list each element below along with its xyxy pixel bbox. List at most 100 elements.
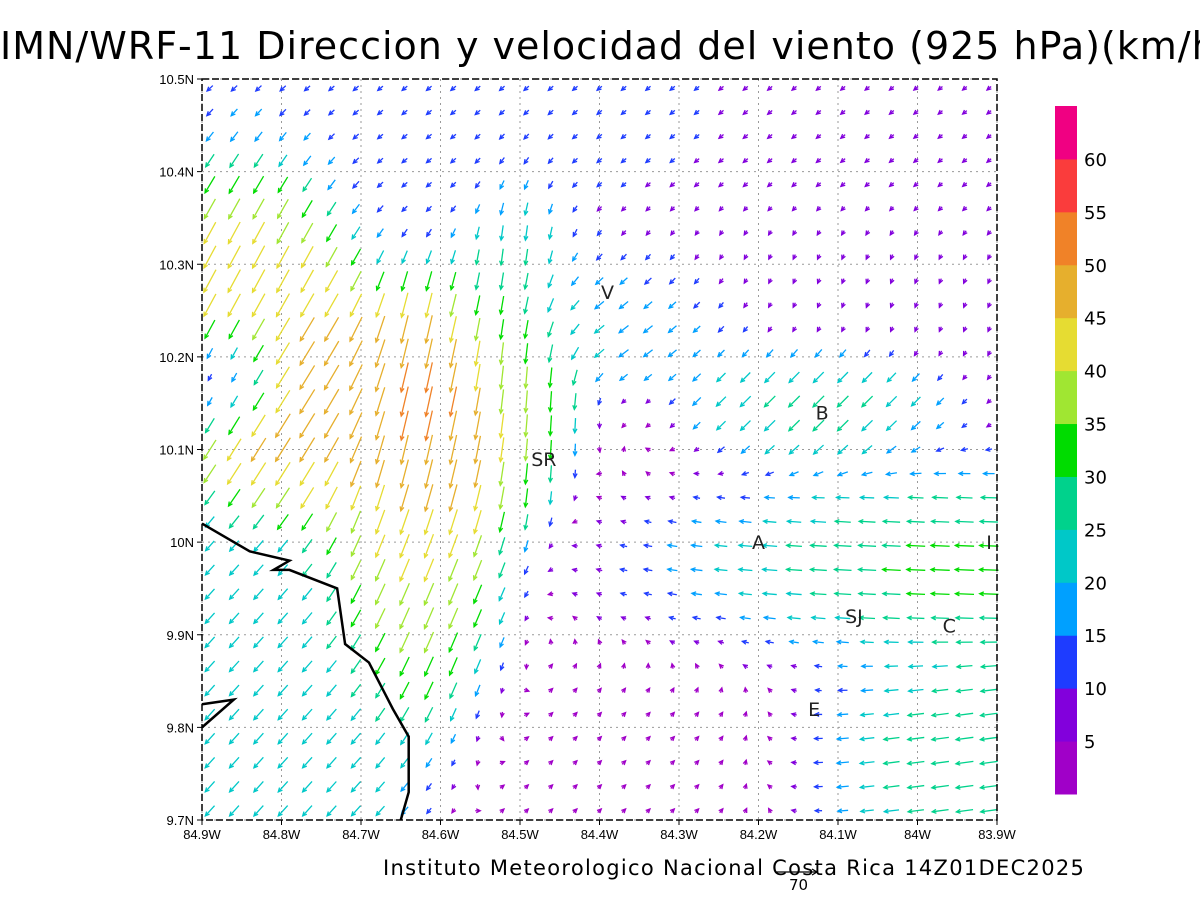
wind-vector [864, 157, 870, 164]
vector-shaft [400, 484, 410, 511]
vector-shaft [886, 420, 898, 431]
vector-head [619, 519, 626, 525]
wind-vector [475, 204, 481, 215]
wind-vector [737, 567, 753, 573]
wind-vector [596, 735, 603, 742]
vector-head [836, 711, 843, 718]
vector-shaft [886, 472, 898, 476]
vector-head [252, 618, 259, 625]
wind-vector [473, 609, 483, 629]
vector-head [547, 331, 552, 338]
wind-vector [351, 203, 360, 215]
wind-vector [572, 638, 578, 645]
vector-head [230, 354, 236, 361]
vector-shaft [230, 131, 239, 142]
wind-vector [858, 784, 875, 790]
vector-head [692, 424, 698, 430]
vector-head [739, 495, 746, 501]
vector-head [790, 760, 797, 766]
wind-vector [985, 422, 992, 428]
wind-vector [621, 662, 627, 669]
vector-head [881, 518, 888, 525]
wind-vector [645, 422, 651, 428]
vector-head [961, 422, 967, 429]
wind-vector [277, 176, 289, 194]
wind-vector [299, 437, 316, 463]
vector-head [766, 182, 773, 188]
vector-head [906, 736, 913, 742]
vector-shaft [524, 514, 529, 530]
wind-vector [987, 326, 992, 333]
vector-head [642, 328, 649, 334]
wind-vector [841, 278, 846, 285]
wind-vector [645, 783, 652, 790]
wind-vector [621, 445, 627, 453]
vector-shaft [302, 708, 313, 721]
vector-head [570, 329, 576, 336]
vector-head [572, 473, 578, 479]
wind-vector [864, 109, 870, 116]
vector-shaft [450, 733, 457, 744]
wind-vector [425, 109, 433, 116]
vector-shaft [399, 681, 410, 699]
wind-vector [742, 109, 749, 116]
wind-vector [669, 759, 676, 766]
vector-head [984, 446, 991, 452]
vector-head [375, 312, 380, 319]
wind-vector [572, 393, 578, 411]
wind-vector [765, 349, 774, 358]
vector-head [327, 159, 333, 166]
vector-head [912, 181, 919, 188]
vector-head [718, 759, 724, 766]
wind-vector [766, 182, 773, 188]
vector-shaft [229, 153, 240, 168]
wind-vector [571, 157, 578, 164]
wind-vector [937, 109, 943, 116]
vector-shaft [715, 592, 727, 596]
vector-head [741, 352, 747, 358]
wind-vector [985, 85, 992, 91]
wind-vector [861, 445, 873, 455]
vector-head [790, 712, 797, 718]
vector-shaft [227, 245, 241, 269]
y-tick-label: 10.5N [159, 72, 194, 87]
vector-head [325, 503, 331, 510]
vector-shaft [300, 293, 315, 317]
vector-head [669, 134, 675, 140]
vector-head [424, 483, 429, 490]
vector-shaft [740, 616, 751, 620]
vector-shaft [860, 809, 874, 813]
wind-vector [204, 684, 216, 697]
vector-head [717, 109, 724, 116]
vector-shaft [930, 568, 950, 571]
vector-head [300, 287, 306, 294]
vector-head [423, 576, 429, 583]
vector-shaft [375, 411, 386, 440]
vector-head [739, 402, 745, 408]
wind-vector [523, 390, 529, 414]
vector-head [448, 435, 454, 442]
vector-head [881, 543, 888, 549]
wind-vector [350, 634, 362, 651]
vector-head [326, 210, 332, 217]
wind-vector [228, 198, 241, 220]
vector-head [716, 351, 723, 358]
vector-head [889, 278, 895, 285]
vector-shaft [911, 446, 921, 453]
wind-vector [888, 349, 895, 358]
station-label: I [986, 532, 992, 554]
vector-head [620, 158, 627, 164]
wind-vector [547, 344, 554, 364]
vector-head [324, 480, 330, 487]
vector-head [987, 302, 992, 309]
wind-vector [667, 325, 677, 334]
wind-vector [473, 411, 481, 441]
vector-head [498, 504, 504, 511]
vector-head [523, 664, 530, 671]
vector-shaft [203, 245, 217, 269]
wind-vector [694, 662, 700, 669]
vector-shaft [931, 520, 950, 523]
wind-vector [693, 640, 700, 645]
vector-shaft [499, 413, 505, 438]
wind-vector [742, 85, 749, 92]
